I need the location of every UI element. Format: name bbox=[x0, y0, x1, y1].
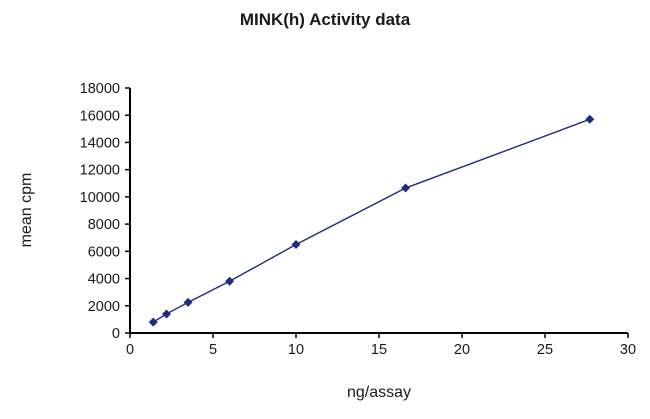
y-tick-label: 12000 bbox=[80, 163, 120, 179]
x-tick-label: 5 bbox=[209, 342, 217, 358]
data-point-marker bbox=[585, 114, 595, 124]
data-point-marker bbox=[291, 240, 301, 250]
y-tick-label: 6000 bbox=[88, 244, 120, 260]
chart-title: MINK(h) Activity data bbox=[239, 10, 411, 29]
y-tick-label: 8000 bbox=[88, 217, 120, 233]
data-point-marker bbox=[148, 317, 158, 327]
y-tick-label: 0 bbox=[112, 326, 120, 342]
y-tick-label: 18000 bbox=[80, 81, 120, 97]
x-tick-label: 25 bbox=[537, 342, 553, 358]
x-tick-label: 10 bbox=[288, 342, 304, 358]
y-tick-label: 4000 bbox=[88, 272, 120, 288]
x-tick-label: 0 bbox=[126, 342, 134, 358]
data-point-marker bbox=[401, 183, 411, 193]
y-tick-label: 10000 bbox=[80, 190, 120, 206]
x-axis-title: ng/assay bbox=[346, 384, 412, 401]
series-line bbox=[152, 118, 591, 323]
x-tick-label: 15 bbox=[371, 342, 387, 358]
x-tick-label: 30 bbox=[620, 342, 636, 358]
data-point-marker bbox=[183, 297, 193, 307]
x-tick-label: 20 bbox=[454, 342, 470, 358]
y-tick-label: 14000 bbox=[80, 136, 120, 152]
y-tick-label: 16000 bbox=[80, 108, 120, 124]
y-axis-title: mean cpm bbox=[18, 172, 35, 248]
y-tick-label: 2000 bbox=[88, 299, 120, 315]
data-point-marker bbox=[225, 276, 235, 286]
data-point-marker bbox=[162, 309, 172, 319]
